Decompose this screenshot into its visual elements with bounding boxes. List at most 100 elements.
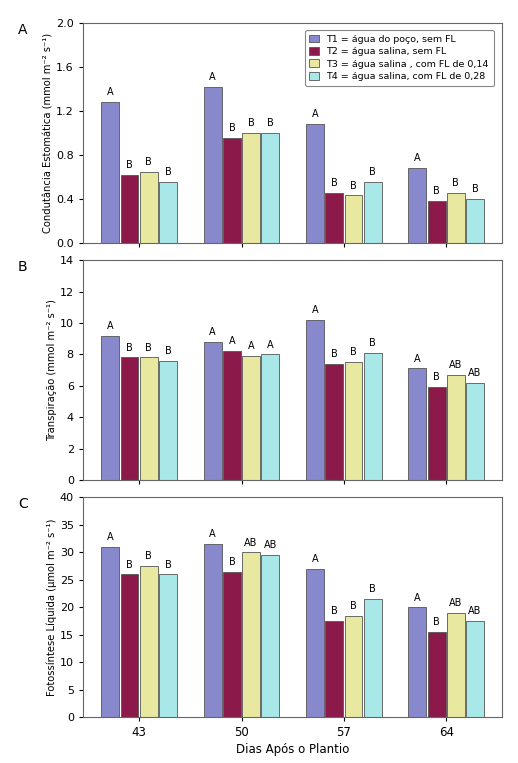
Bar xyxy=(447,375,465,480)
Text: B: B xyxy=(471,184,478,194)
Text: B: B xyxy=(369,584,376,594)
Bar xyxy=(242,552,260,717)
Bar xyxy=(409,607,426,717)
Bar xyxy=(204,87,222,243)
Bar xyxy=(306,320,324,480)
Bar xyxy=(364,599,382,717)
Bar xyxy=(344,195,363,243)
Bar xyxy=(262,354,279,480)
Text: B: B xyxy=(228,557,235,567)
Text: A: A xyxy=(414,153,421,163)
Text: A: A xyxy=(414,593,421,603)
Text: B: B xyxy=(165,559,171,569)
Bar xyxy=(159,182,177,243)
Text: B: B xyxy=(331,179,338,188)
Bar xyxy=(409,369,426,480)
Bar xyxy=(344,362,363,480)
Text: A: A xyxy=(312,109,319,119)
Bar xyxy=(409,168,426,243)
Bar xyxy=(204,544,222,717)
Bar xyxy=(364,353,382,480)
Text: A: A xyxy=(107,532,113,542)
Bar xyxy=(223,138,241,243)
Text: A: A xyxy=(312,305,319,315)
Bar xyxy=(159,361,177,480)
Bar xyxy=(447,613,465,717)
Text: AB: AB xyxy=(468,368,482,378)
Text: B: B xyxy=(228,124,235,134)
Text: A: A xyxy=(312,554,319,564)
Bar xyxy=(428,632,445,717)
Bar xyxy=(223,571,241,717)
Bar xyxy=(262,555,279,717)
Text: B: B xyxy=(126,159,133,169)
Text: B: B xyxy=(350,181,357,191)
X-axis label: Dias Após o Plantio: Dias Após o Plantio xyxy=(236,743,349,756)
Bar xyxy=(140,172,157,243)
Text: AB: AB xyxy=(449,360,463,370)
Text: B: B xyxy=(146,157,152,167)
Bar xyxy=(242,133,260,243)
Text: B: B xyxy=(331,349,338,359)
Bar xyxy=(466,621,484,717)
Bar xyxy=(102,547,119,717)
Bar xyxy=(262,133,279,243)
Text: B: B xyxy=(18,260,27,274)
Text: A: A xyxy=(267,340,274,349)
Text: A: A xyxy=(209,530,216,539)
Bar xyxy=(306,569,324,717)
Text: A: A xyxy=(209,72,216,82)
Text: B: B xyxy=(146,343,152,353)
Bar xyxy=(325,364,343,480)
Text: A: A xyxy=(107,87,113,97)
Text: AB: AB xyxy=(449,598,463,608)
Y-axis label: Fotossíntese Líquida (μmol m⁻² s⁻¹): Fotossíntese Líquida (μmol m⁻² s⁻¹) xyxy=(47,519,57,696)
Bar xyxy=(121,175,138,243)
Text: B: B xyxy=(350,600,357,610)
Bar xyxy=(466,382,484,480)
Text: AB: AB xyxy=(244,538,258,548)
Bar xyxy=(223,351,241,480)
Bar xyxy=(306,124,324,243)
Text: A: A xyxy=(18,23,27,37)
Y-axis label: Condutância Estomática (mmol m⁻² s⁻¹): Condutância Estomática (mmol m⁻² s⁻¹) xyxy=(44,33,53,233)
Text: B: B xyxy=(369,338,376,348)
Text: AB: AB xyxy=(264,540,277,550)
Text: B: B xyxy=(165,167,171,177)
Bar xyxy=(121,358,138,480)
Bar xyxy=(121,575,138,717)
Text: A: A xyxy=(107,320,113,330)
Text: B: B xyxy=(126,559,133,569)
Text: B: B xyxy=(452,179,459,188)
Text: A: A xyxy=(248,341,254,351)
Bar xyxy=(428,388,445,480)
Bar xyxy=(466,198,484,243)
Text: A: A xyxy=(228,336,235,346)
Bar xyxy=(102,336,119,480)
Text: B: B xyxy=(433,617,440,627)
Text: A: A xyxy=(414,354,421,364)
Text: B: B xyxy=(433,186,440,196)
Bar xyxy=(204,342,222,480)
Bar xyxy=(364,182,382,243)
Bar xyxy=(159,575,177,717)
Text: B: B xyxy=(331,607,338,617)
Text: B: B xyxy=(369,167,376,177)
Text: B: B xyxy=(248,118,254,128)
Text: AB: AB xyxy=(468,607,482,617)
Y-axis label: Transpiração (mmol m⁻² s⁻¹): Transpiração (mmol m⁻² s⁻¹) xyxy=(47,299,57,441)
Bar xyxy=(428,201,445,243)
Text: B: B xyxy=(165,346,171,356)
Text: C: C xyxy=(18,497,27,511)
Text: B: B xyxy=(146,552,152,562)
Bar xyxy=(325,193,343,243)
Bar xyxy=(344,616,363,717)
Bar xyxy=(242,356,260,480)
Text: A: A xyxy=(209,327,216,337)
Legend: T1 = água do poço, sem FL, T2 = água salina, sem FL, T3 = água salina , com FL d: T1 = água do poço, sem FL, T2 = água sal… xyxy=(305,30,494,86)
Text: B: B xyxy=(126,343,133,353)
Bar xyxy=(140,566,157,717)
Bar xyxy=(325,621,343,717)
Bar xyxy=(102,102,119,243)
Text: B: B xyxy=(433,372,440,382)
